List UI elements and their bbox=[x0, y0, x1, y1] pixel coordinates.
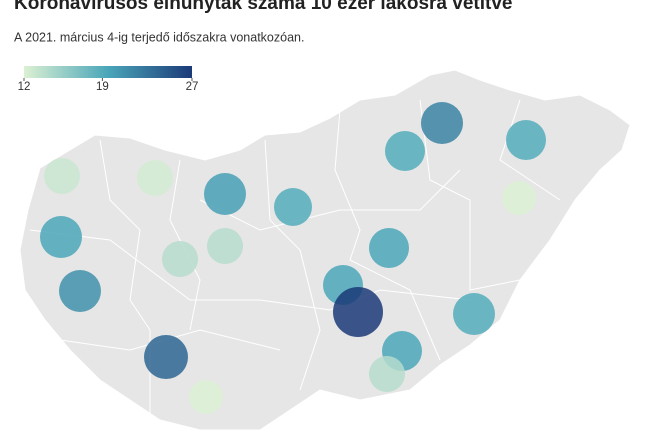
county-bubble bbox=[40, 216, 82, 258]
county-bubble bbox=[385, 131, 425, 171]
county-bubble bbox=[59, 270, 101, 312]
county-bubble bbox=[369, 356, 405, 392]
county-bubble bbox=[453, 293, 495, 335]
chart-subtitle: A 2021. március 4-ig terjedő időszakra v… bbox=[14, 30, 304, 44]
county-bubble bbox=[162, 241, 198, 277]
county-borders bbox=[29, 99, 561, 420]
county-bubble bbox=[189, 380, 223, 414]
county-bubble bbox=[421, 102, 463, 144]
chart-title: Koronavírusos elhunytak száma 10 ezer la… bbox=[14, 0, 512, 14]
county-bubble bbox=[44, 158, 80, 194]
legend-colorbar bbox=[24, 66, 192, 78]
county-bubble bbox=[204, 173, 246, 215]
county-bubble bbox=[333, 287, 383, 337]
county-bubble bbox=[506, 120, 546, 160]
county-bubble bbox=[207, 228, 243, 264]
county-bubble bbox=[502, 181, 536, 215]
country-shape bbox=[19, 69, 631, 430]
legend-tick-label: 12 bbox=[18, 81, 31, 93]
county-bubble bbox=[369, 228, 409, 268]
county-bubble bbox=[144, 335, 188, 379]
county-bubble bbox=[274, 188, 312, 226]
legend-tick-label: 27 bbox=[186, 81, 199, 93]
legend-tick-label: 19 bbox=[96, 81, 109, 93]
county-bubble bbox=[137, 160, 173, 196]
